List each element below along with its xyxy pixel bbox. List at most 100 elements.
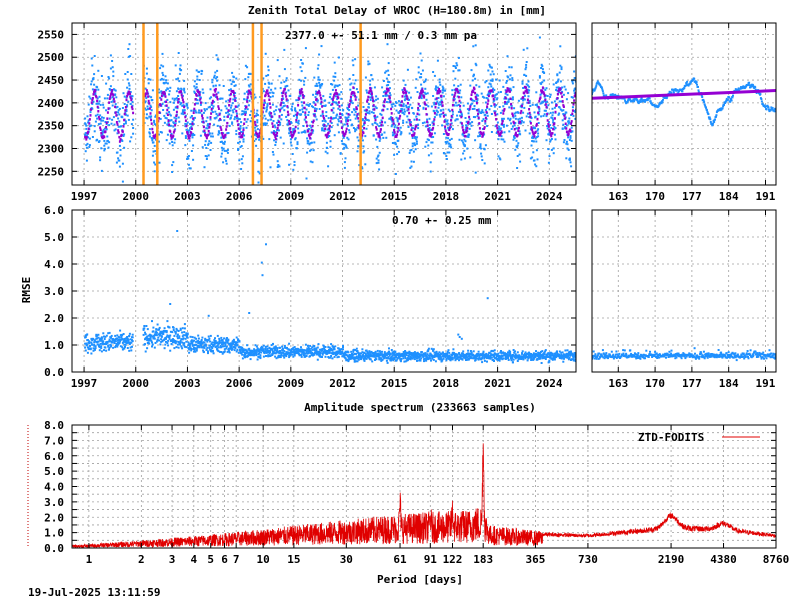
ztd-point [217, 133, 220, 136]
ztd-point [536, 105, 539, 108]
ztd-point [358, 164, 361, 167]
ztd-point [375, 107, 378, 110]
rmse-point [360, 358, 362, 361]
ztd-point [426, 118, 429, 121]
ztd-point [210, 141, 213, 144]
rmse-point [385, 359, 388, 362]
ztd-recent-point [767, 106, 770, 109]
ztd-point [316, 85, 319, 87]
ztd-point [403, 95, 406, 98]
ztd-model-point [369, 86, 372, 90]
ztd-point [505, 124, 508, 127]
rmse-point [110, 334, 113, 337]
ztd-model-point [163, 92, 166, 96]
rmse-point [201, 336, 204, 339]
rmse-point [307, 348, 309, 350]
ztd-point [265, 122, 268, 125]
rmse-point [119, 329, 122, 332]
ztd-model-point [96, 105, 99, 109]
ztd-point [510, 89, 513, 92]
rmse-point [355, 352, 358, 355]
ztd-point [427, 154, 430, 157]
ztd-point [542, 114, 545, 117]
ztd-point [503, 140, 506, 143]
rmse-point [379, 354, 382, 357]
ztd-model-point [346, 119, 349, 122]
ztd-point [239, 146, 242, 149]
ztd-point [388, 101, 391, 104]
ztd-point [356, 136, 359, 139]
ztd-model-point [194, 98, 197, 101]
ztd-point [238, 128, 241, 131]
ztd-point [330, 97, 333, 100]
ztd-point [173, 141, 176, 144]
ztd-point [459, 83, 462, 86]
ztd-model-point [106, 117, 109, 120]
ztd-point [555, 81, 558, 84]
rmse-point [265, 351, 268, 354]
rmse-point [355, 347, 358, 350]
rmse-point [388, 354, 391, 357]
ztd-point [468, 133, 471, 136]
ztd-model-point [544, 103, 547, 106]
ztd-point [567, 136, 570, 139]
ztd-point [552, 121, 555, 124]
rmse-point [210, 345, 213, 348]
ztd-point [203, 108, 206, 111]
rmse-point [355, 355, 358, 358]
ztd-point [147, 78, 150, 81]
ztd-model-point [172, 134, 175, 137]
ztd-point [398, 129, 401, 132]
rmse-point [333, 348, 336, 351]
ztd-model-point [87, 127, 90, 130]
ztd-point [258, 159, 261, 162]
ztd-model-point [417, 106, 420, 110]
ztd-point [316, 93, 319, 96]
ztd-point [220, 155, 223, 158]
ztd-model-point [340, 126, 343, 129]
rmse-point [129, 346, 132, 349]
ztd-point [294, 113, 297, 116]
ztd-point [349, 101, 352, 104]
rmse-point [355, 360, 358, 363]
ztd-point [362, 145, 365, 148]
ztd-model-point [247, 93, 250, 96]
ztd-point [240, 145, 243, 147]
ztd-model-point [263, 99, 266, 102]
ztd-model-point [546, 112, 549, 116]
ztd-point [85, 134, 88, 137]
ztd-model-point [385, 91, 388, 95]
rmse-point [361, 351, 364, 354]
ztd-point [573, 92, 576, 95]
ztd-model-point [184, 119, 187, 122]
ztd-recent-point [611, 93, 614, 96]
ztd-point [232, 98, 235, 101]
ztd-point [210, 135, 213, 138]
ztd-point [273, 110, 276, 113]
rmse-point [93, 339, 96, 342]
rmse-point [300, 350, 302, 353]
ztd-point [414, 144, 417, 147]
ztd-recent-point [599, 84, 602, 87]
x-tick-label: 2000 [123, 190, 150, 203]
ztd-point [331, 100, 334, 103]
rmse-point [342, 348, 344, 351]
ztd-point [115, 96, 118, 99]
ztd-point [175, 106, 178, 109]
ztd-point [294, 138, 297, 141]
ztd-point [229, 79, 232, 82]
ztd-point [408, 132, 411, 135]
ztd-model-point [165, 100, 168, 103]
ztd-point [357, 139, 360, 142]
ztd-point [224, 136, 227, 139]
ztd-model-point [242, 128, 245, 132]
ztd-point [403, 99, 406, 102]
ztd-point [87, 119, 90, 122]
ztd-point [522, 87, 525, 89]
ztd-recent-point [738, 89, 741, 92]
ztd-point [336, 123, 339, 126]
ztd-model-point [147, 95, 150, 98]
ztd-point [178, 67, 181, 70]
ztd-point [124, 73, 127, 75]
rmse-point [336, 353, 339, 356]
